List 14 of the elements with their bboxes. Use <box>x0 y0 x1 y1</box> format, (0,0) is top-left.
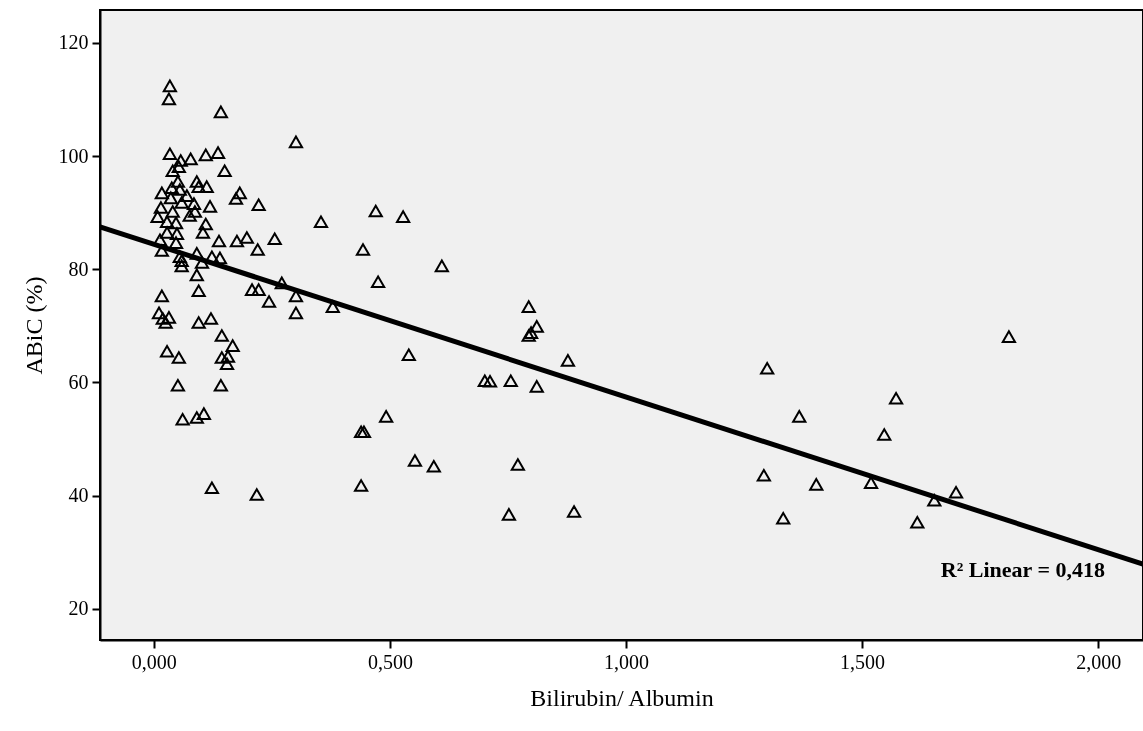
y-tick-label: 60 <box>68 370 89 393</box>
y-tick-label: 40 <box>68 484 89 507</box>
y-tick-label: 100 <box>58 144 89 167</box>
x-tick-label: 2,000 <box>1076 650 1122 673</box>
y-tick-label: 80 <box>68 257 89 280</box>
y-axis-title: ABiC (%) <box>20 276 47 375</box>
x-tick-label: 1,000 <box>603 650 649 673</box>
annotation: R² Linear = 0,418 <box>940 557 1105 582</box>
x-axis-title: Bilirubin/ Albumin <box>530 684 714 711</box>
y-tick-label: 20 <box>68 597 89 620</box>
y-tick-label: 120 <box>58 31 89 54</box>
x-tick-label: 0,500 <box>367 650 413 673</box>
x-tick-label: 1,500 <box>840 650 886 673</box>
x-tick-label: 0,000 <box>131 650 177 673</box>
